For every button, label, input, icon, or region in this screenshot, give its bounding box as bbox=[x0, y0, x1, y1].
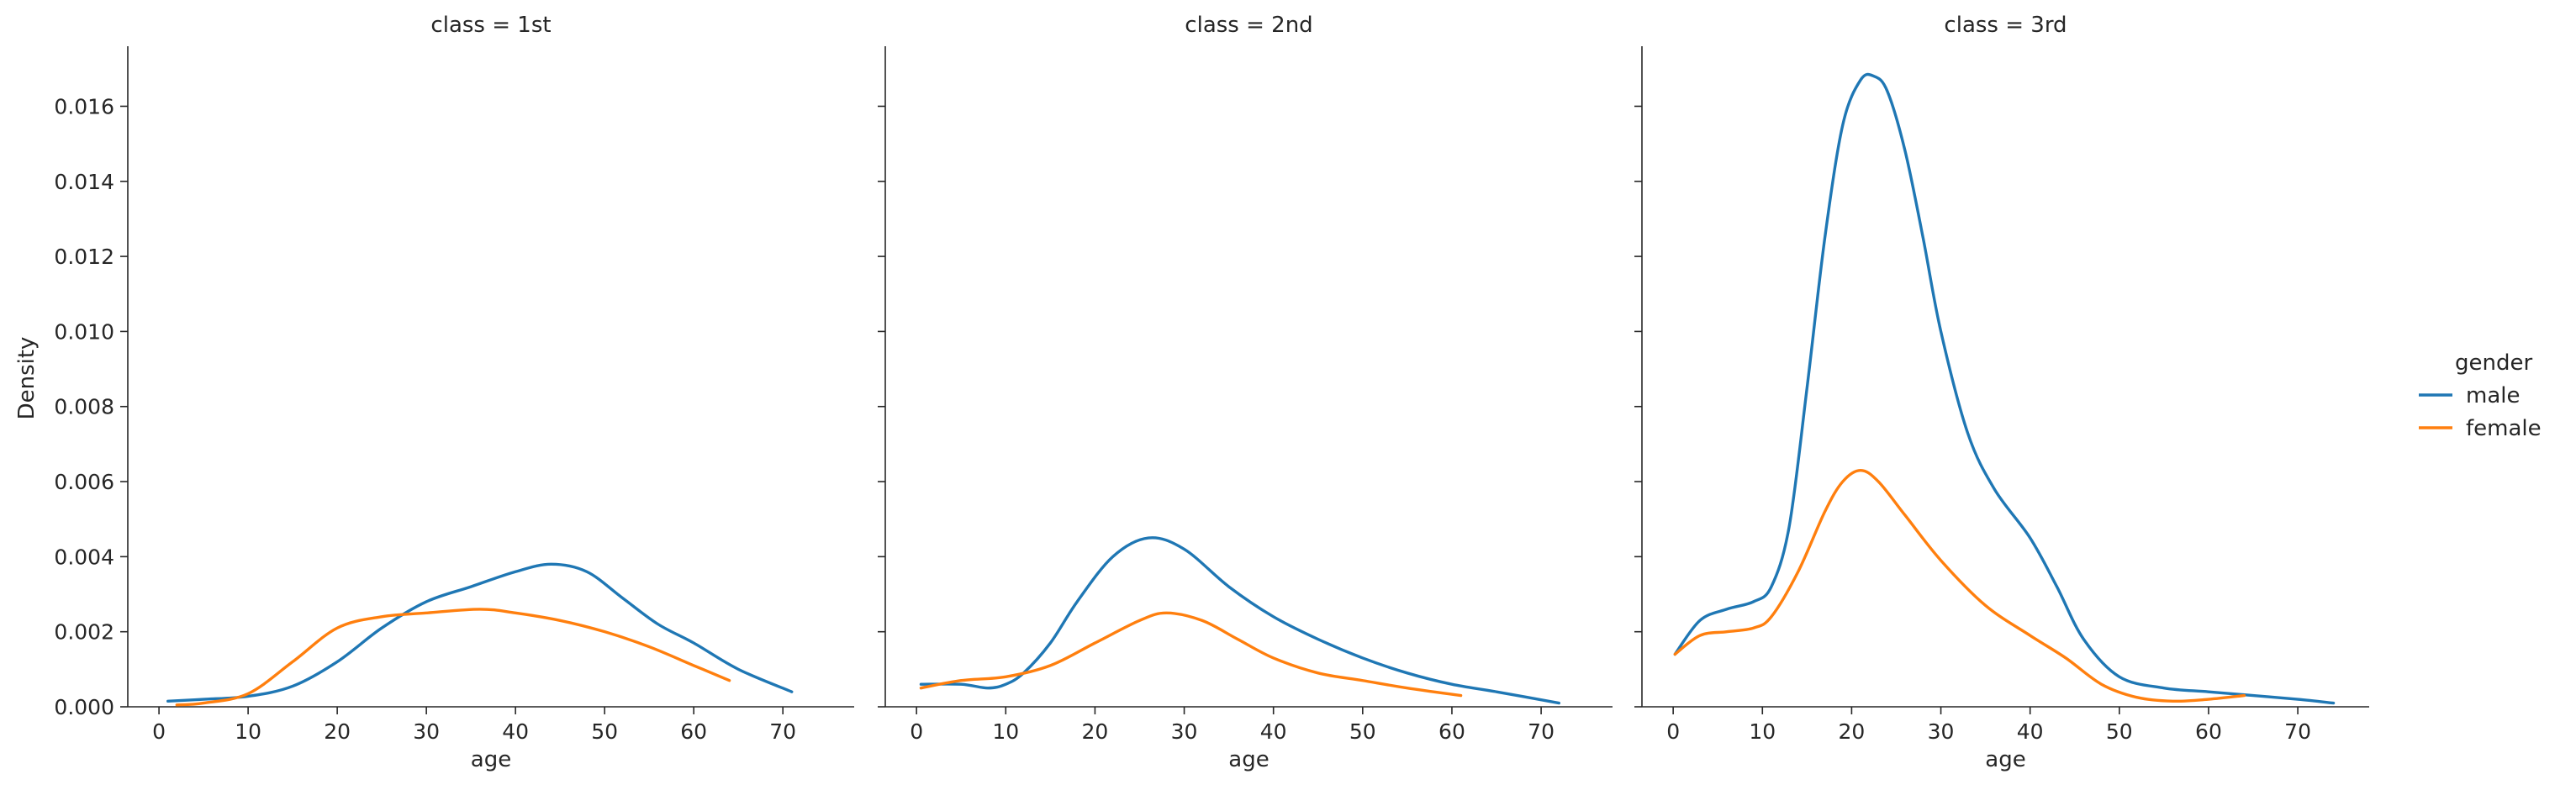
x-tick-label: 20 bbox=[324, 719, 351, 744]
x-tick-label: 50 bbox=[2106, 719, 2133, 744]
y-axis-title: Density bbox=[14, 337, 40, 420]
x-tick-label: 0 bbox=[152, 719, 166, 744]
x-tick-label: 60 bbox=[680, 719, 707, 744]
y-tick-label: 0.008 bbox=[54, 395, 114, 419]
x-tick-label: 30 bbox=[1928, 719, 1955, 744]
x-tick-label: 20 bbox=[1082, 719, 1109, 744]
x-tick-label: 30 bbox=[1171, 719, 1198, 744]
y-tick-label: 0.006 bbox=[54, 470, 114, 494]
legend: gender male female bbox=[2419, 350, 2542, 441]
y-tick-label: 0.014 bbox=[54, 170, 114, 194]
facet-panel-3: class = 3rd 0 10 20 30 40 50 60 70 age bbox=[1634, 13, 2369, 772]
legend-label-male: male bbox=[2466, 383, 2520, 408]
x-tick-label: 70 bbox=[1528, 719, 1555, 744]
facet-panel-1: class = 1st 0.000 0.002 0.004 0.006 0.008 0.01… bbox=[54, 13, 854, 772]
legend-label-female: female bbox=[2466, 416, 2542, 441]
x-axis-title: age bbox=[1228, 747, 1269, 772]
x-tick-label: 50 bbox=[591, 719, 618, 744]
x-tick-label: 30 bbox=[413, 719, 440, 744]
y-tick-label: 0.010 bbox=[54, 319, 114, 344]
facets: class = 1st 0.000 0.002 0.004 0.006 0.008 0.01… bbox=[54, 13, 2369, 772]
x-axis-title: age bbox=[471, 747, 511, 772]
x-tick-label: 20 bbox=[1839, 719, 1866, 744]
facet-title: class = 2nd bbox=[1185, 13, 1312, 38]
y-tick-label: 0.012 bbox=[54, 245, 114, 269]
series-line-female bbox=[919, 611, 1463, 698]
x-tick-label: 40 bbox=[2017, 719, 2044, 744]
y-tick-label: 0.004 bbox=[54, 545, 114, 569]
x-tick-label: 10 bbox=[1749, 719, 1776, 744]
x-axis-title: age bbox=[1985, 747, 2025, 772]
facet-title: class = 1st bbox=[430, 13, 551, 38]
facet-title: class = 3rd bbox=[1944, 13, 2067, 38]
series-line-female bbox=[1673, 468, 2246, 703]
x-tick-label: 70 bbox=[769, 719, 796, 744]
x-tick-label: 60 bbox=[1438, 719, 1465, 744]
x-tick-label: 10 bbox=[992, 719, 1019, 744]
y-tick-label: 0.002 bbox=[54, 620, 114, 645]
x-tick-label: 50 bbox=[1349, 719, 1376, 744]
series-line-male bbox=[166, 562, 794, 703]
series-line-male bbox=[1673, 72, 2336, 705]
x-tick-label: 0 bbox=[1666, 719, 1680, 744]
x-tick-label: 40 bbox=[1260, 719, 1287, 744]
x-tick-label: 40 bbox=[502, 719, 529, 744]
facet-panel-2: class = 2nd 0 10 20 30 40 50 60 70 age bbox=[878, 13, 1613, 772]
x-tick-label: 60 bbox=[2195, 719, 2222, 744]
x-tick-label: 0 bbox=[910, 719, 923, 744]
legend-title: gender bbox=[2455, 350, 2532, 376]
y-tick-label: 0.016 bbox=[54, 94, 114, 118]
series-line-female bbox=[175, 608, 731, 707]
y-tick-label: 0.000 bbox=[54, 695, 114, 719]
x-tick-label: 10 bbox=[235, 719, 261, 744]
x-tick-label: 70 bbox=[2284, 719, 2311, 744]
series-line-male bbox=[919, 536, 1561, 705]
